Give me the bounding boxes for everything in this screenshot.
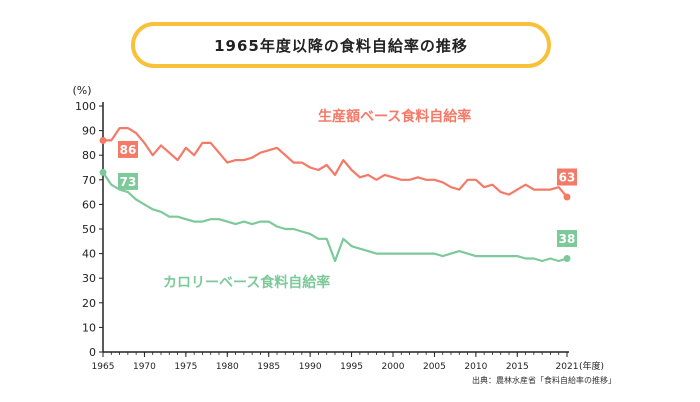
y-tick-label: 40 [82, 248, 96, 261]
y-tick-label: 0 [89, 346, 96, 359]
y-axis-ticks: 0 10 20 30 40 50 60 70 80 90 100 [75, 100, 103, 359]
end-value-label-bg [557, 168, 577, 186]
y-tick-label: 80 [82, 149, 96, 162]
start-point-marker [99, 136, 107, 144]
series-name-label: 生産額ベース食料自給率 [318, 108, 471, 125]
series-layer [99, 127, 571, 263]
labels-layer: 86 63 生産額ベース食料自給率 73 38 カロリーベース食料自給率 [118, 108, 577, 291]
y-tick-label: 60 [82, 198, 96, 211]
start-value-label-bg [118, 172, 138, 190]
x-tick-label: 1965 [92, 362, 115, 372]
start-value-label: 73 [120, 175, 137, 189]
y-tick-label: 100 [75, 100, 96, 113]
x-axis-ticks: 1965 1970 1975 1980 1985 1990 1995 2000 2005 2010… [92, 352, 604, 372]
end-value-label: 38 [559, 232, 576, 246]
title-banner: 1965年度以降の食料自給率の推移 [131, 22, 551, 68]
source-note: 出典：農林水産省「食料自給率の推移」 [472, 376, 616, 385]
series-line-calorie [101, 171, 569, 263]
end-point-marker [563, 255, 571, 263]
chart-title: 1965年度以降の食料自給率の推移 [214, 36, 468, 55]
y-tick-label: 10 [82, 321, 96, 334]
x-tick-label: 2021 [556, 362, 579, 372]
x-tick-label: 2005 [423, 362, 446, 372]
x-tick-label: 1985 [257, 362, 280, 372]
y-axis-label: (%) [72, 84, 91, 97]
x-tick-label: 1995 [340, 362, 363, 372]
x-axis-unit-label: (年度) [579, 360, 604, 372]
series-name-label: カロリーベース食料自給率 [163, 274, 330, 291]
y-tick-label: 70 [82, 174, 96, 187]
end-value-label-bg [557, 230, 577, 248]
x-tick-label: 1990 [299, 362, 322, 372]
y-tick-label: 30 [82, 272, 96, 285]
start-value-label: 86 [120, 143, 137, 157]
x-tick-label: 2015 [506, 362, 529, 372]
y-tick-label: 90 [82, 125, 96, 138]
end-value-label: 63 [559, 171, 576, 185]
series-line-production [101, 127, 569, 199]
x-tick-label: 2010 [464, 362, 487, 372]
start-value-label-bg [118, 140, 138, 158]
x-tick-label: 1970 [133, 362, 156, 372]
y-tick-label: 20 [82, 297, 96, 310]
end-point-marker [563, 193, 571, 201]
start-point-marker [99, 168, 107, 176]
x-tick-label: 2000 [382, 362, 405, 372]
x-tick-label: 1975 [174, 362, 197, 372]
y-tick-label: 50 [82, 223, 96, 236]
x-tick-label: 1980 [216, 362, 239, 372]
